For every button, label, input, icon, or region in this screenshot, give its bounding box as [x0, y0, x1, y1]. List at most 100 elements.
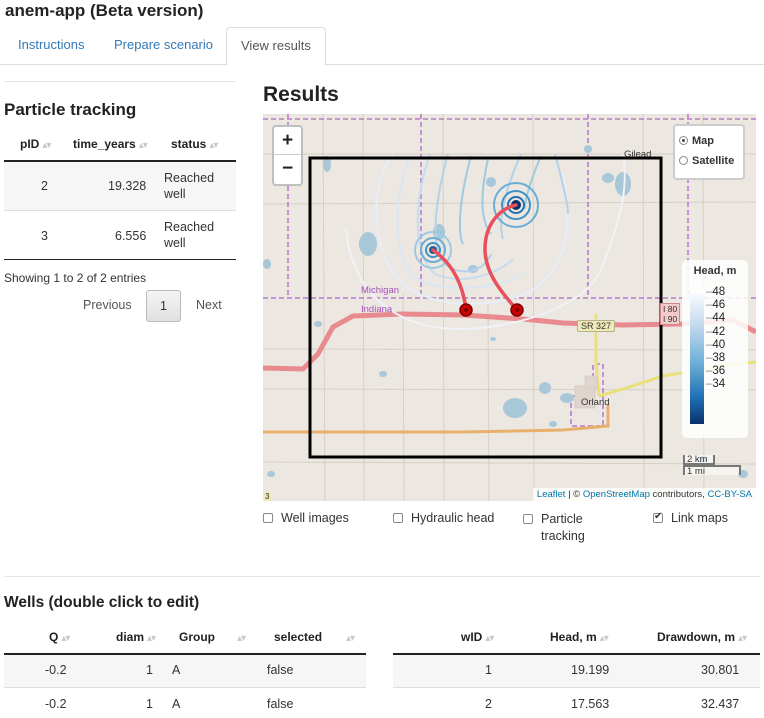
scale-mi: 1 mi	[683, 465, 741, 477]
legend-tick: 34	[712, 378, 726, 391]
tab-prepare-scenario[interactable]: Prepare scenario	[114, 37, 213, 52]
cell-status: Reached	[164, 220, 215, 234]
map-label-indiana: Indiana	[361, 304, 393, 315]
checkbox-particle-tracking[interactable]: Particle tracking	[523, 511, 585, 545]
zoom-control: + −	[272, 125, 303, 186]
zoom-out-button[interactable]: −	[281, 158, 294, 179]
divider	[4, 81, 236, 82]
cell-wid: 1	[485, 663, 492, 677]
next-button[interactable]: Next	[196, 298, 222, 312]
cell-q[interactable]: -0.2	[45, 697, 67, 711]
particle-tracking-heading: Particle tracking	[4, 100, 137, 119]
osm-link[interactable]: OpenStreetMap	[582, 489, 650, 500]
page-button-1[interactable]: 1	[146, 290, 181, 322]
tab-view-results[interactable]: View results	[226, 27, 326, 66]
cell-selected[interactable]: false	[267, 663, 294, 677]
layer-control: Map Satellite	[673, 124, 745, 180]
legend-tick: 46	[712, 299, 726, 312]
cell-group[interactable]: A	[172, 663, 181, 677]
sort-icon: ▴▾	[346, 633, 355, 644]
legend-tick: 40	[712, 338, 726, 351]
sort-icon: ▴▾	[485, 633, 494, 644]
head-legend: Head, m –48 –46 –44 –42 –40 –38 –36 –34	[682, 260, 748, 438]
app-title: anem-app (Beta version)	[5, 1, 204, 20]
previous-button[interactable]: Previous	[83, 298, 132, 312]
radio-selected-icon[interactable]	[679, 136, 688, 145]
cell-status: well	[164, 236, 186, 250]
cell-drawdown: 32.437	[701, 697, 740, 711]
cell-group[interactable]: A	[172, 697, 181, 711]
zoom-in-button[interactable]: +	[274, 127, 301, 155]
checkbox-link-maps[interactable]: Link maps	[653, 511, 728, 525]
cell-pid: 2	[41, 179, 48, 193]
cell-selected[interactable]: false	[267, 697, 294, 711]
legend-tick: 42	[712, 325, 726, 338]
header-rule	[393, 653, 760, 655]
sort-icon: ▴▾	[209, 140, 218, 151]
header-rule	[4, 653, 366, 655]
column-header-diam[interactable]: diam ▴▾	[116, 630, 156, 644]
radio-icon[interactable]	[679, 156, 688, 165]
tab-instructions[interactable]: Instructions	[18, 37, 85, 52]
divider	[4, 576, 760, 577]
map-label-interstate: I 80 I 90	[660, 303, 681, 325]
sort-icon: ▴▾	[138, 140, 148, 151]
column-header-q[interactable]: Q ▴▾	[49, 630, 70, 644]
checkbox-icon[interactable]	[523, 514, 533, 524]
table-info: Showing 1 to 2 of 2 entries	[4, 271, 147, 285]
legend-tick: 38	[712, 351, 726, 364]
sort-icon: ▴▾	[61, 633, 70, 644]
license-link[interactable]: CC-BY-SA	[707, 489, 752, 500]
cell-status: Reached	[164, 171, 215, 185]
cell-diam[interactable]: 1	[146, 697, 153, 711]
tab-bar: Instructions Prepare scenario View resul…	[0, 27, 764, 66]
column-header-pid[interactable]: pID ▴▾	[20, 137, 51, 151]
sort-icon: ▴▾	[42, 140, 51, 151]
legend-tick: 44	[712, 312, 726, 325]
column-header-time-years[interactable]: time_years ▴▾	[73, 137, 148, 151]
table-bottom-rule	[4, 259, 236, 260]
cell-wid: 2	[485, 697, 492, 711]
legend-ticks: –48 –46 –44 –42 –40 –38 –36 –34	[706, 286, 726, 391]
table-row[interactable]	[4, 211, 236, 259]
checkbox-icon[interactable]	[263, 513, 273, 523]
layer-option-map[interactable]: Map	[679, 131, 739, 151]
column-header-status[interactable]: status ▴▾	[171, 137, 218, 151]
sort-icon: ▴▾	[738, 633, 747, 644]
table-row[interactable]	[4, 162, 236, 210]
leaflet-link[interactable]: Leaflet	[536, 489, 566, 500]
legend-tick: 36	[712, 365, 726, 378]
cell-diam[interactable]: 1	[146, 663, 153, 677]
column-header-wid[interactable]: wID ▴▾	[461, 630, 494, 644]
cell-q[interactable]: -0.2	[45, 663, 67, 677]
cell-head: 19.199	[571, 663, 610, 677]
map-label-michigan: Michigan	[361, 285, 400, 296]
map-label-sr-327: SR 327	[577, 320, 616, 332]
column-header-head[interactable]: Head, m ▴▾	[550, 630, 609, 644]
column-header-drawdown[interactable]: Drawdown, m ▴▾	[657, 630, 747, 644]
map-scale: 2 km 1 mi	[683, 455, 741, 477]
layer-option-satellite[interactable]: Satellite	[679, 151, 739, 171]
legend-tick: 48	[712, 286, 726, 298]
cell-time-years: 19.328	[108, 179, 147, 193]
sort-icon: ▴▾	[237, 633, 246, 644]
scale-km: 2 km	[683, 455, 715, 465]
checkbox-icon[interactable]	[393, 513, 403, 523]
legend-title: Head, m	[693, 265, 737, 277]
table-row[interactable]	[4, 655, 366, 687]
column-header-selected[interactable]: selected ▴▾	[274, 630, 355, 644]
cell-time-years: 6.556	[115, 229, 147, 243]
checkbox-hydraulic-head[interactable]: Hydraulic head	[393, 511, 494, 525]
checkbox-checked-icon[interactable]	[653, 511, 663, 523]
checkbox-well-images[interactable]: Well images	[263, 511, 349, 525]
table-row[interactable]	[393, 655, 760, 687]
column-header-group[interactable]: Group ▴▾	[179, 630, 246, 644]
wells-heading: Wells (double click to edit)	[4, 594, 200, 611]
results-heading: Results	[263, 83, 339, 106]
cell-pid: 3	[41, 229, 48, 243]
map-label-gilead: Gilead	[624, 149, 652, 160]
map-attribution: Leaflet | © OpenStreetMap contributors, …	[532, 488, 756, 501]
row-rule	[4, 687, 366, 688]
row-rule	[393, 687, 760, 688]
results-map[interactable]: Gilead Michigan Indiana Orland SR 327 I …	[263, 114, 756, 501]
